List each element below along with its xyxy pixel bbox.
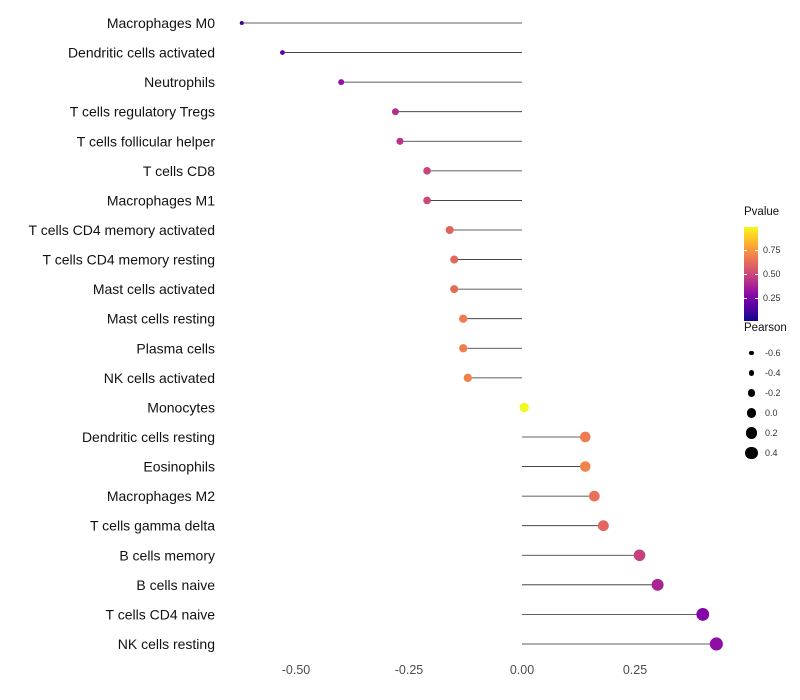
pvalue-tick-label: 0.25 (763, 293, 781, 304)
category-label: T cells follicular helper (77, 133, 216, 149)
category-label: T cells regulatory Tregs (70, 104, 215, 120)
pvalue-colorbar (744, 227, 758, 321)
pvalue-legend-title: Pvalue (744, 206, 780, 218)
pearson-size-items: -0.6 -0.4 -0.2 0.0 0.2 0.4 (744, 343, 787, 463)
data-point (280, 50, 285, 55)
pvalue-tick-mark (744, 274, 747, 275)
category-label: T cells gamma delta (90, 518, 215, 534)
size-dot (749, 350, 754, 356)
pearson-size-item: -0.6 (744, 343, 787, 363)
category-label: Eosinophils (143, 459, 215, 475)
pearson-size-item: -0.2 (744, 383, 787, 403)
pvalue-tick-mark (744, 298, 747, 300)
pvalue-legend: Pvalue 0.75 0.50 0.25 (744, 206, 800, 321)
pvalue-tick-mark (755, 249, 758, 251)
category-label: B cells naive (136, 577, 215, 593)
size-dot-cell (744, 370, 759, 376)
data-point (450, 255, 459, 264)
category-label: Mast cells activated (93, 281, 215, 297)
pvalue-tick-label: 0.50 (763, 269, 781, 279)
pearson-size-item: 0.2 (744, 423, 787, 443)
category-label: Dendritic cells activated (68, 45, 215, 61)
size-dot (745, 446, 758, 460)
category-label: NK cells resting (118, 636, 215, 652)
pvalue-tick-mark (755, 274, 758, 275)
category-label: Mast cells resting (107, 311, 215, 327)
pearson-size-item: 0.0 (744, 403, 787, 423)
x-tick-label: 0.00 (510, 663, 534, 677)
data-point (445, 225, 454, 234)
data-point (239, 20, 244, 26)
category-label: T cells CD4 memory resting (43, 252, 215, 268)
category-label: Neutrophils (144, 74, 215, 90)
size-label: 0.4 (765, 448, 778, 458)
x-tick-label: -0.25 (395, 663, 424, 677)
data-point (338, 79, 345, 86)
data-point (597, 520, 609, 532)
category-label: NK cells activated (104, 370, 215, 386)
pvalue-colorbar-wrap: 0.75 0.50 0.25 (744, 227, 800, 321)
pvalue-tick-mark (744, 249, 747, 251)
size-dot-cell (744, 389, 759, 397)
data-point (391, 108, 399, 116)
category-label: T cells CD4 naive (106, 606, 216, 622)
data-point (396, 137, 404, 145)
pearson-legend-title: Pearson (744, 322, 787, 334)
x-tick-label: -0.50 (282, 663, 311, 677)
pearson-size-item: 0.4 (744, 443, 787, 463)
size-dot (747, 389, 756, 397)
category-label: Dendritic cells resting (82, 429, 215, 445)
pearson-legend: Pearson -0.6 -0.4 -0.2 0.0 0.2 0.4 (744, 322, 787, 463)
data-point (579, 461, 591, 472)
category-label: Macrophages M0 (107, 15, 215, 31)
size-dot (745, 427, 758, 439)
pvalue-tick-mark (755, 298, 758, 300)
data-point (423, 167, 431, 175)
category-label: Plasma cells (136, 340, 215, 356)
category-label: Monocytes (147, 399, 215, 415)
data-point (450, 285, 459, 294)
size-dot-cell (744, 446, 759, 460)
data-point (463, 373, 472, 383)
size-dot-cell (744, 408, 759, 418)
category-label: T cells CD4 memory activated (29, 222, 215, 238)
data-point (709, 637, 723, 651)
category-label: T cells CD8 (143, 163, 215, 179)
pearson-size-item: -0.4 (744, 363, 787, 383)
size-dot (746, 408, 757, 418)
data-point (519, 402, 529, 413)
pvalue-tick-label: 0.75 (763, 244, 781, 255)
size-label: 0.0 (765, 408, 778, 418)
category-label: Macrophages M1 (107, 192, 215, 208)
data-point (633, 549, 646, 562)
size-label: -0.2 (765, 388, 781, 398)
category-label: B cells memory (119, 547, 215, 563)
x-tick-label: 0.25 (623, 663, 647, 677)
data-point (588, 490, 600, 502)
category-label: Macrophages M2 (107, 488, 215, 504)
data-point (696, 607, 710, 621)
size-label: 0.2 (765, 428, 778, 438)
data-point (459, 314, 468, 323)
size-dot (748, 370, 755, 376)
data-point (579, 431, 591, 443)
size-label: -0.6 (765, 348, 781, 358)
data-point (423, 196, 431, 205)
data-point (651, 578, 664, 591)
size-label: -0.4 (765, 368, 781, 378)
size-dot-cell (744, 427, 759, 439)
data-point (459, 344, 468, 353)
size-dot-cell (744, 350, 759, 356)
